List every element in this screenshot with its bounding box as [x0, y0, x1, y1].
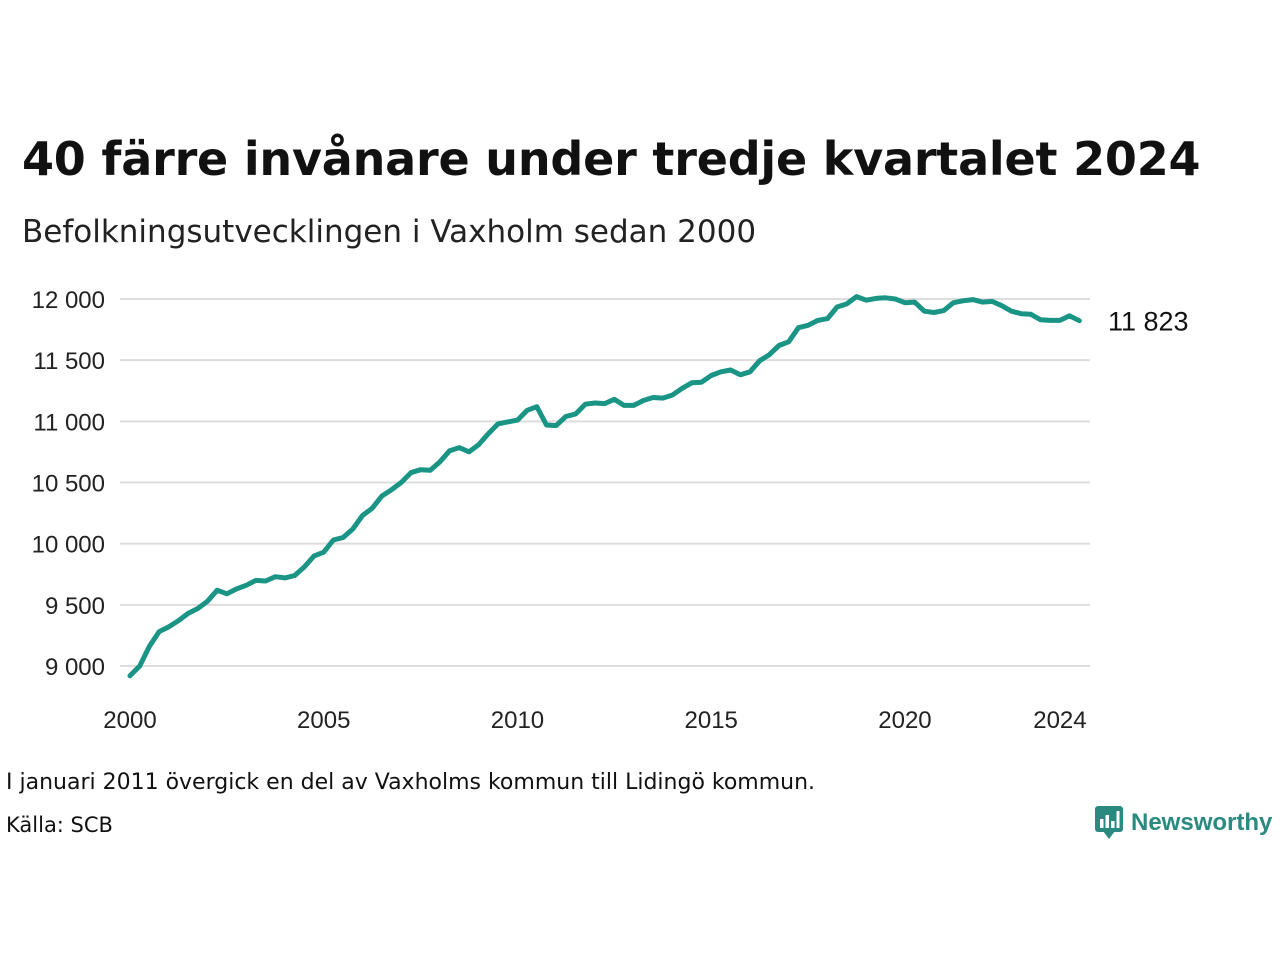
x-tick-label: 2024 [1033, 707, 1086, 734]
y-tick-label: 10 500 [32, 471, 105, 498]
y-tick-label: 12 000 [32, 287, 105, 314]
end-value-label: 11 823 [1108, 307, 1189, 337]
newsworthy-logo-icon [1095, 806, 1123, 839]
x-tick-label: 2015 [685, 707, 738, 734]
x-tick-label: 2020 [878, 707, 931, 734]
y-tick-label: 9 000 [45, 654, 105, 681]
x-tick-label: 2005 [297, 707, 350, 734]
series-lines [127, 294, 1082, 679]
newsworthy-logo[interactable]: Newsworthy [1095, 806, 1272, 840]
gridlines [120, 298, 1090, 667]
y-axis-ticks: 9 000 9 500 10 000 10 500 11 000 11 500 12 000 [32, 287, 105, 681]
y-tick-label: 11 500 [33, 348, 105, 375]
source-label: Källa: SCB [6, 813, 113, 837]
y-tick-label: 9 500 [45, 593, 105, 620]
line-chart: 9 000 9 500 10 000 10 500 11 000 11 500 12 000… [32, 287, 1189, 734]
y-tick-label: 10 000 [32, 532, 105, 559]
footnote: I januari 2011 övergick en del av Vaxhol… [6, 770, 816, 795]
brand-name: Newsworthy [1131, 809, 1273, 836]
x-axis-ticks: 2000 2005 2010 2015 2020 2024 [103, 707, 1086, 734]
series-line [127, 294, 1082, 679]
chart-subtitle: Befolkningsutvecklingen i Vaxholm sedan … [22, 214, 757, 250]
chart-title: 40 färre invånare under tredje kvartalet… [22, 132, 1201, 186]
x-tick-label: 2010 [491, 707, 544, 734]
y-tick-label: 11 000 [33, 409, 105, 436]
x-tick-label: 2000 [103, 707, 156, 734]
end-labels: 11 823 [1108, 307, 1189, 337]
